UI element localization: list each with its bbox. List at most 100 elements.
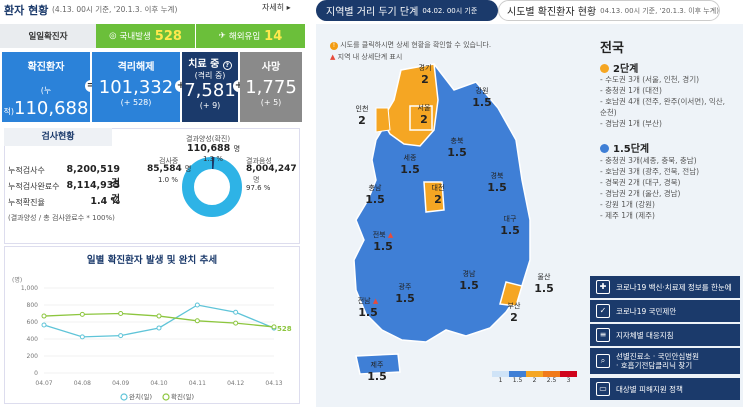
tests-note: (결과양성 / 총 검사완료수 * 100%) [8, 214, 115, 222]
support-policy-button[interactable]: ▭ 대상별 피해지원 정책 [590, 378, 740, 400]
tab-province-cases[interactable]: 시도별 확진환자 현황 04.13. 00시 기준, '20.1.3. 이후 누계… [498, 0, 720, 21]
deaths-card[interactable]: 사망 1,775 (+ 5) [240, 52, 302, 122]
tab-daily[interactable]: 일일확진자 [0, 24, 96, 48]
region-busan[interactable]: 부산 2 [507, 302, 521, 324]
tab-overseas[interactable]: ✈ 해외유입 14 [196, 24, 305, 48]
confirmed-card[interactable]: 확진환자 (누적)110,688 전일대비 (+ 542) [2, 52, 90, 132]
korea-map[interactable] [316, 60, 588, 400]
y-tick-label: 200 [27, 353, 39, 360]
y-tick-label: 400 [27, 336, 39, 343]
tests-row-value: 8,114,935 건 [66, 180, 121, 205]
tab-province-date: 04.13. 00시 기준, '20.1.3. 이후 누계) [600, 6, 719, 15]
deaths-value: 1,775 [245, 77, 297, 98]
deaths-label: 사망 [261, 62, 281, 73]
released-change: (+ 528) [120, 98, 152, 107]
level15-list: - 충청권 3개(세종, 충북, 충남) - 호남권 3개 (광주, 전북, 전남… [600, 155, 735, 221]
region-incheon[interactable]: 인천 2 [355, 105, 369, 127]
region-gyeonggi[interactable]: 경기 2 [418, 64, 432, 86]
positive-pct: 1.3 % [203, 155, 224, 163]
data-point [194, 302, 200, 308]
region-daegu[interactable]: 대구 1.5 [500, 215, 520, 237]
negative-label: 결과음성 [246, 157, 272, 165]
check-icon: ✓ [596, 304, 610, 318]
tests-title: 검사현황 [4, 128, 112, 146]
document-icon: ≡ [596, 328, 610, 342]
region-gwangju[interactable]: 광주 1.5 [395, 283, 415, 305]
domestic-label: 국내발생 [119, 32, 151, 42]
y-tick-label: 600 [27, 319, 39, 326]
list-item: 순천) [600, 108, 617, 117]
x-tick-label: 04.12 [227, 380, 244, 387]
status-date: (4.13. 00시 기준, '20.1.3. 이후 누계) [52, 5, 178, 14]
region-sejong[interactable]: 세종 1.5 [400, 154, 420, 176]
treating-value: 7,581 [184, 80, 236, 101]
tests-row-label: 누적확진율 [8, 198, 45, 207]
clinic-finder-button[interactable]: ⌕ 선별진료소 · 국민안심병원 · 호흡기전담클리닉 찾기 [590, 348, 740, 374]
tab-domestic[interactable]: ◎ 국내발생 528 [96, 24, 196, 48]
data-point [156, 313, 162, 319]
region-chungbuk[interactable]: 충북 1.5 [447, 137, 467, 159]
region-jeonbuk[interactable]: 전북 ▲ 1.5 [372, 231, 394, 253]
y-tick-label: 0 [34, 370, 38, 377]
help-icon[interactable]: ? [222, 61, 232, 70]
daily-tabs: 일일확진자 ◎ 국내발생 528 ✈ 해외유입 14 [0, 24, 305, 48]
region-jeonnam[interactable]: 전남 ▲ 1.5 [357, 297, 379, 319]
chart-title: 일별 확진환자 발생 및 완치 추세 [86, 255, 218, 266]
testing-label: 검사중 [159, 157, 179, 165]
x-tick-label: 04.13 [265, 380, 282, 387]
list-item: - 경남권 1개 (부산) [600, 119, 662, 128]
local-guidelines-button[interactable]: ≡ 지자체별 대응지침 [590, 324, 740, 346]
page-title: 환자 현황 [4, 4, 49, 17]
national-proposal-button[interactable]: ✓ 코로나19 국민제안 [590, 300, 740, 322]
released-card[interactable]: 격리해제 101,332 (+ 528) [92, 52, 180, 122]
tests-row-value: 1.4 % [90, 196, 120, 207]
details-button[interactable]: 자세히 ▸ [262, 3, 291, 12]
region-daejeon[interactable]: 대전 2 [431, 184, 445, 206]
region-gyeongbuk[interactable]: 경북 1.5 [487, 172, 507, 194]
folder-icon: ▭ [596, 382, 610, 396]
legend-label: 3 [566, 377, 571, 384]
tests-row-label: 누적검사수 [8, 166, 45, 175]
list-item: - 호남권 4개 (전주, 완주(이서면), 익산, [600, 97, 726, 106]
dot-icon [600, 144, 609, 153]
list-item: - 제주 1개 (제주) [600, 211, 655, 220]
testing-value: 85,584 [147, 164, 182, 174]
region-chungnam[interactable]: 충남 1.5 [365, 184, 385, 206]
data-point [118, 333, 124, 339]
vaccine-info-button[interactable]: ✚ 코로나19 백신·치료제 정보를 한눈에 [590, 276, 740, 298]
region-jeju[interactable]: 제주 1.5 [367, 361, 387, 383]
region-ulsan[interactable]: 울산 1.5 [534, 273, 554, 295]
negative-value: 8,004,247 [246, 164, 297, 174]
tests-row-label: 누적검사완료수 [8, 182, 60, 191]
region-gyeongnam[interactable]: 경남 1.5 [459, 270, 479, 292]
confirmed-prefix: (누적) [3, 86, 52, 116]
data-point [118, 311, 124, 316]
trend-chart: (명)1,000 800 600 400 200 0 04.07 04.08 04.09 04.1… [12, 276, 292, 401]
syringe-icon: ✚ [596, 280, 610, 294]
testing-pct: 1.0 % [158, 176, 179, 184]
positive-label: 결과양성(확진) [186, 135, 231, 143]
confirmed-label: 확진환자 [27, 62, 65, 73]
x-tick-label: 04.10 [150, 380, 167, 387]
positive-unit: 명 [233, 145, 241, 153]
tab-distancing-label: 지역별 거리 두기 단계 [326, 7, 419, 18]
legend-label: 확진(일) [171, 392, 194, 401]
treating-card[interactable]: 치료 중 ? (격리 중) 7,581 (+ 9) [182, 52, 238, 122]
deaths-change: (+ 5) [260, 98, 282, 107]
legend-label: 2 [532, 377, 537, 384]
tab-distancing[interactable]: 지역별 거리 두기 단계 04.02. 00시 기준 [316, 0, 498, 21]
confirmed-value: 110,688 [14, 98, 89, 119]
list-item: - 충청권 1개 (대전) [600, 86, 662, 95]
info-icon: ! [330, 42, 338, 50]
tests-row-value: 8,200,519 건 [66, 164, 121, 189]
region-gangwon[interactable]: 강원 1.5 [472, 87, 492, 109]
region-seoul[interactable]: 서울 2 [417, 104, 431, 126]
patient-status-panel: 환자 현황 (4.13. 00시 기준, '20.1.3. 이후 누계) 자세히… [0, 0, 305, 407]
legend-label: 1.5 [512, 377, 523, 384]
map-legend: 1 1.5 2 2.5 3 [492, 371, 577, 384]
legend-label: 1 [498, 377, 503, 384]
treating-change: (+ 9) [199, 101, 221, 110]
data-point [41, 322, 47, 328]
positive-value: 110,688 [187, 143, 231, 154]
data-point [194, 318, 200, 324]
